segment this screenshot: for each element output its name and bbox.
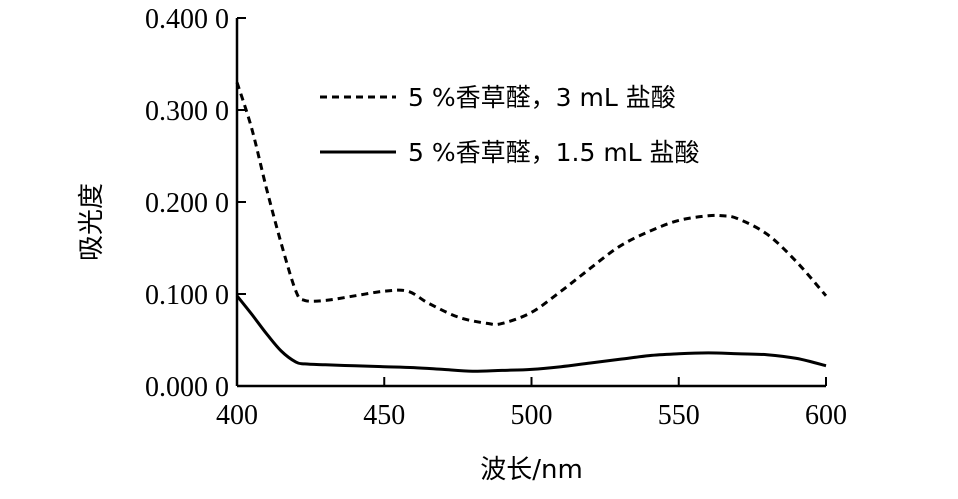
legend-label-series-1: 5 %香草醛，3 mL 盐酸 xyxy=(408,83,676,112)
y-axis-title: 吸光度 xyxy=(77,183,107,261)
y-tick-label: 0.300 0 xyxy=(145,96,229,127)
legend: 5 %香草醛，3 mL 盐酸 5 %香草醛，1.5 mL 盐酸 xyxy=(320,83,700,167)
series-layer xyxy=(235,81,828,373)
x-tick-label: 450 xyxy=(363,400,405,431)
x-tick-label: 500 xyxy=(511,400,553,431)
x-axis-title: 波长/nm xyxy=(480,455,583,485)
y-tick-label: 0.000 0 xyxy=(145,372,229,403)
y-ticks: 0.000 0 0.100 0 0.200 0 0.300 0 0.400 0 xyxy=(145,4,246,403)
series-line-1 xyxy=(235,81,828,327)
x-tick-label: 600 xyxy=(805,400,847,431)
x-tick-label: 550 xyxy=(658,400,700,431)
y-tick-label: 0.400 0 xyxy=(145,4,229,35)
x-tick-label: 400 xyxy=(216,400,258,431)
legend-label-series-2: 5 %香草醛，1.5 mL 盐酸 xyxy=(408,138,700,167)
axes-layer xyxy=(235,18,826,388)
y-tick-label: 0.100 0 xyxy=(145,280,229,311)
x-ticks: 400 450 500 550 600 xyxy=(216,377,847,431)
y-tick-label: 0.200 0 xyxy=(145,188,229,219)
series-line-2 xyxy=(235,294,827,373)
